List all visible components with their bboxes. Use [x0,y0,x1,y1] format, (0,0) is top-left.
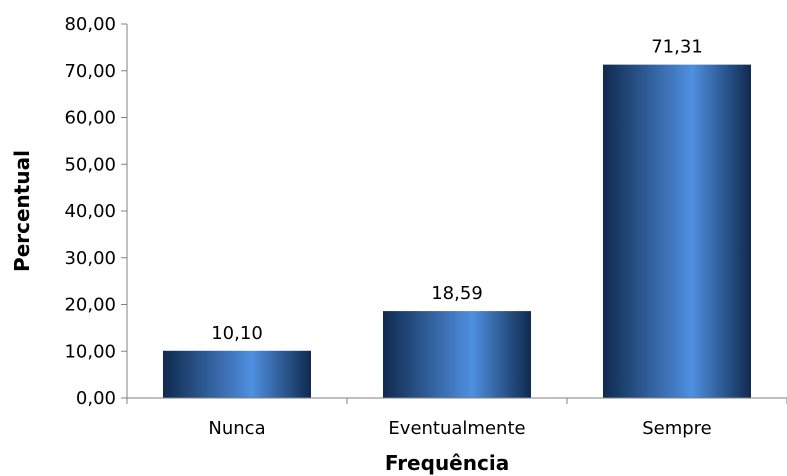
x-axis-title: Frequência [385,451,509,475]
y-tick-label: 60,00 [64,108,116,129]
y-tick-label: 30,00 [64,248,116,269]
bars: 10,10 18,59 71,31 [163,37,751,399]
y-tick-label: 70,00 [64,61,116,82]
data-label-nunca: 10,10 [211,323,263,344]
data-label-eventualmente: 18,59 [431,283,483,304]
x-tick-label: Eventualmente [388,418,525,439]
y-tick-label: 20,00 [64,295,116,316]
bar-nunca [163,350,311,398]
x-tick-label: Nunca [208,418,265,439]
y-tick-label: 80,00 [64,14,116,35]
y-tick-label: 40,00 [64,201,116,222]
x-tick-label: Sempre [642,418,712,439]
y-tick-label: 50,00 [64,154,116,175]
y-axis-title: Percentual [10,150,34,272]
data-label-sempre: 71,31 [651,37,703,58]
y-axis-ticks: 0,00 10,00 20,00 30,00 40,00 50,00 60,00 70,00 8… [64,14,127,409]
x-axis-ticks: Nunca Eventualmente Sempre [126,398,787,439]
y-tick-label: 10,00 [64,341,116,362]
bar-sempre [603,64,751,399]
bar-eventualmente [383,311,531,398]
y-tick-label: 0,00 [76,388,116,409]
